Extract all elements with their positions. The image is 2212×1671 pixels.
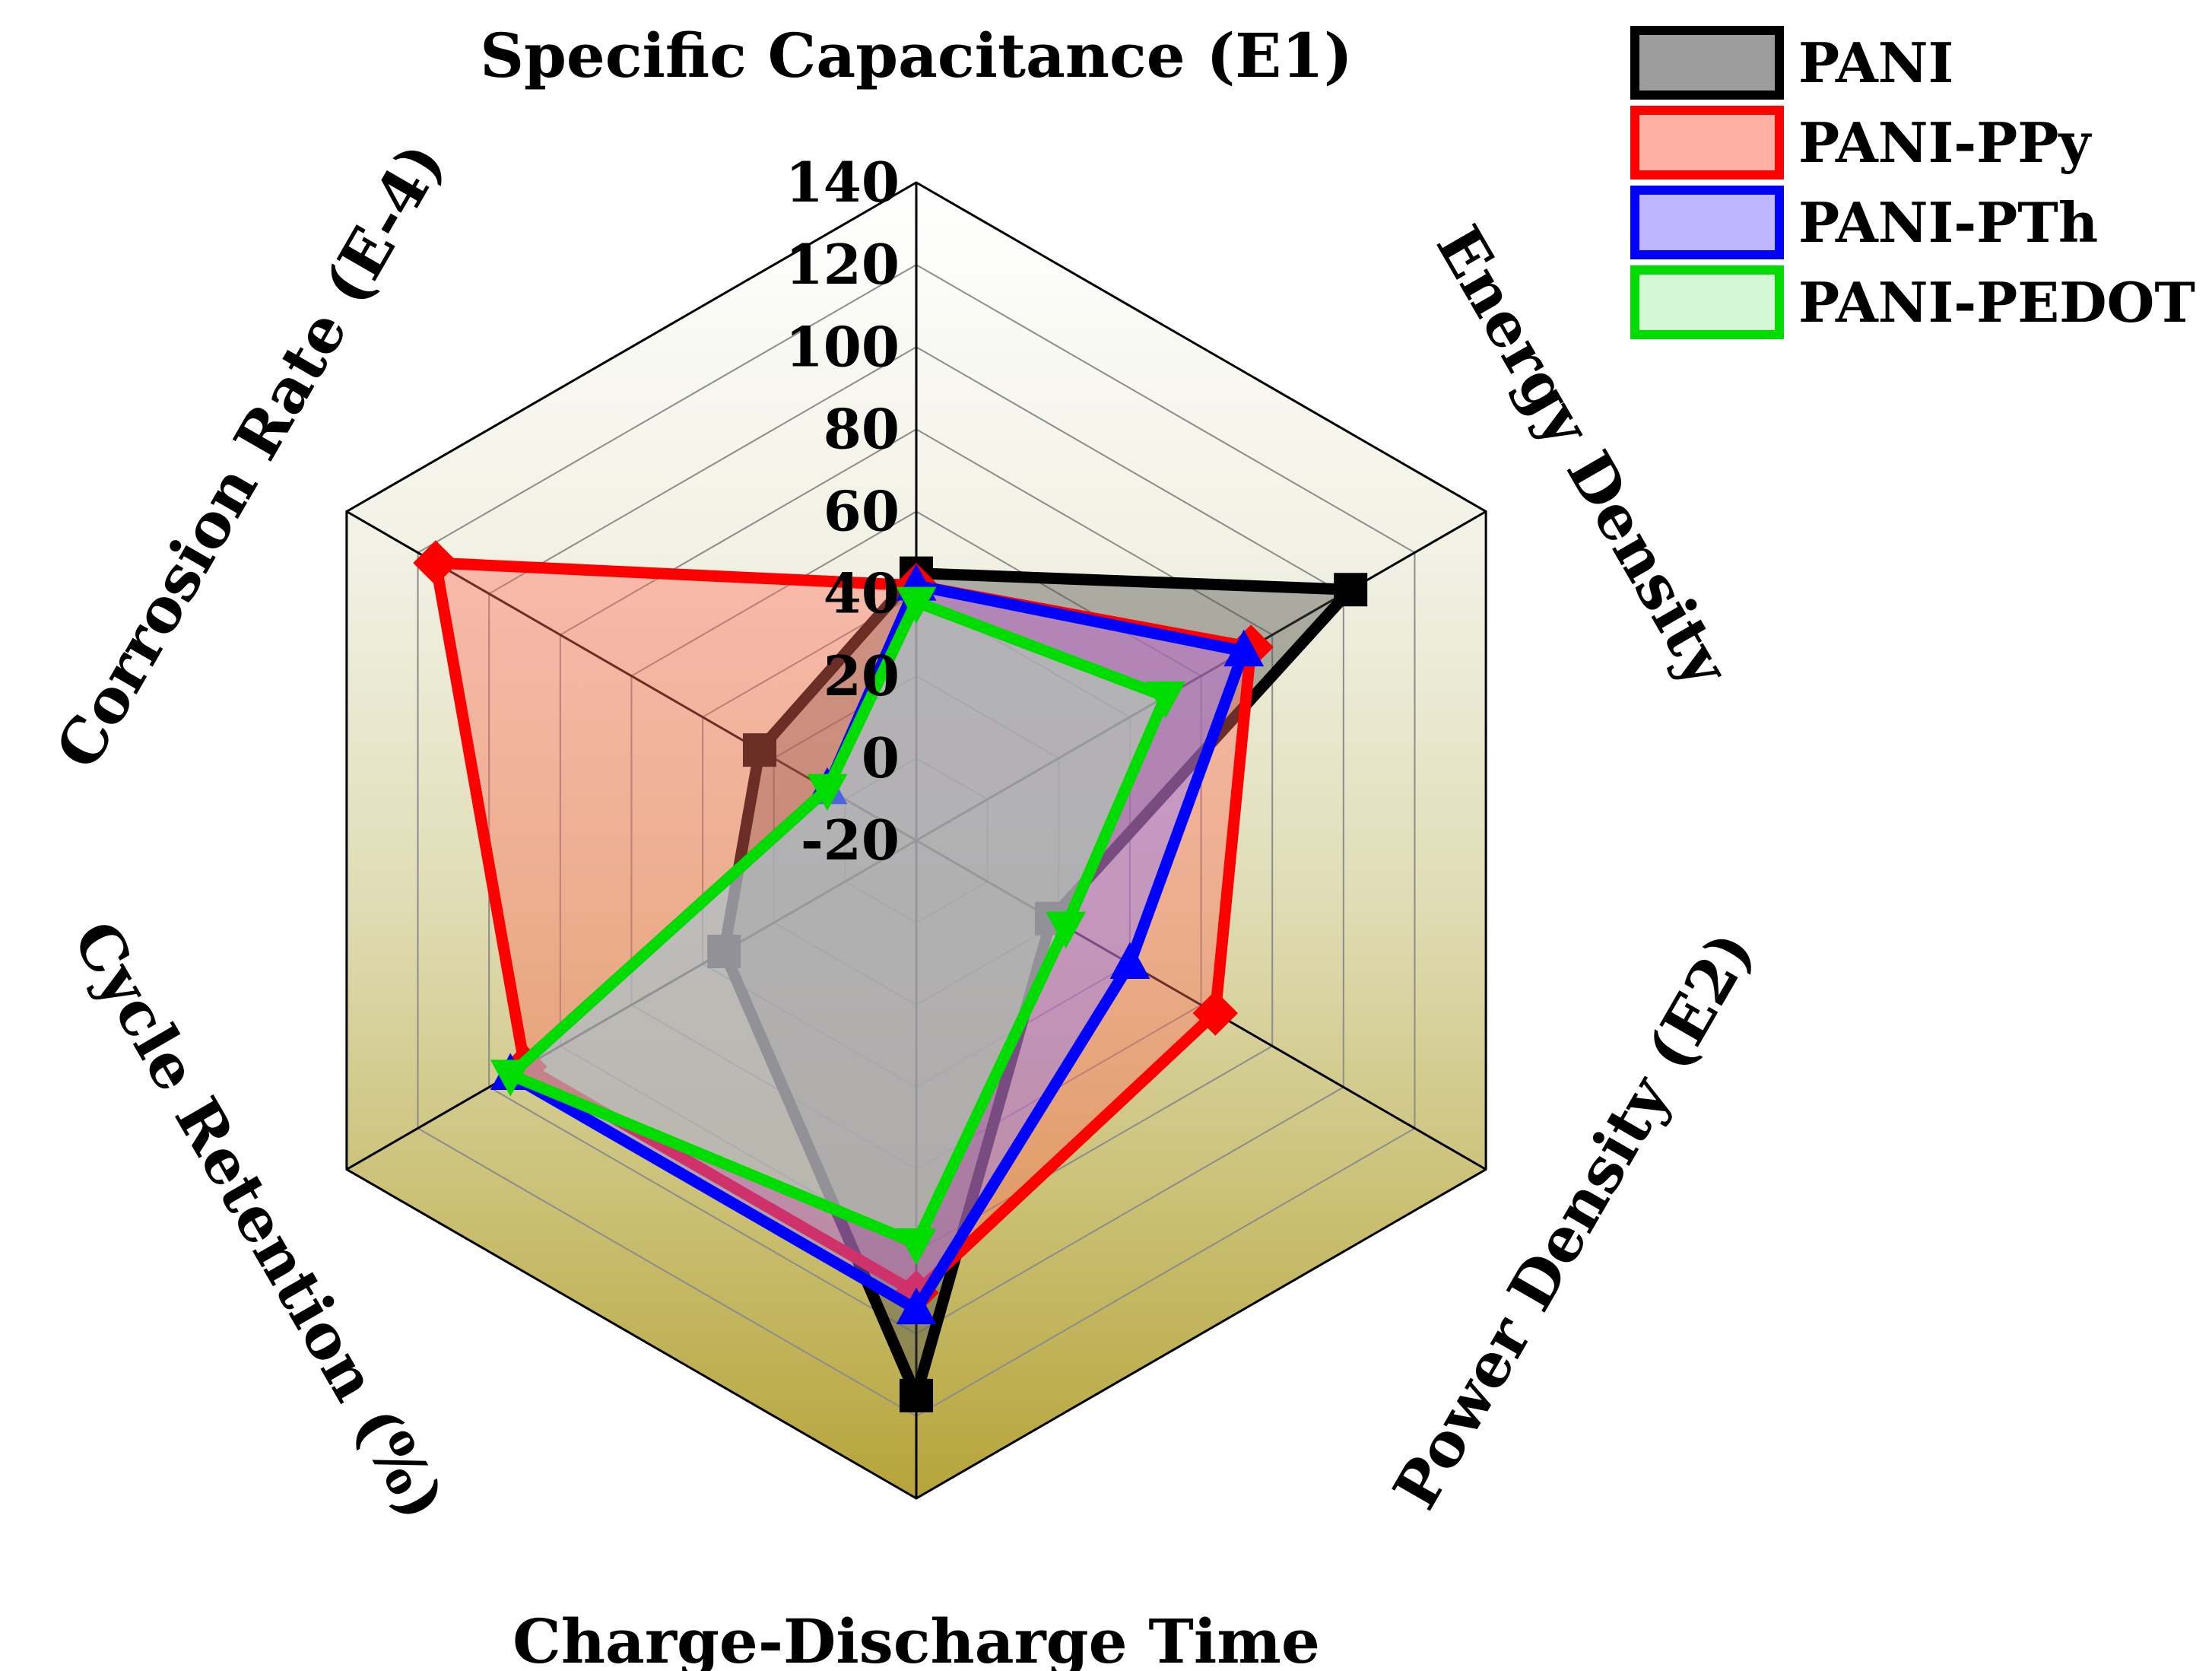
legend-label-0: PANI (1798, 30, 1953, 95)
data-point-3-1 (1145, 681, 1186, 719)
data-point-1-2 (1192, 990, 1238, 1036)
legend-swatch-0 (1630, 26, 1784, 100)
axis-title-3: Charge-Discharge Time (513, 1606, 1320, 1671)
tick-label: 120 (785, 232, 900, 297)
tick-label: 60 (824, 479, 900, 544)
data-point-3-0 (896, 586, 937, 624)
legend-swatch-3 (1630, 265, 1784, 339)
data-series (413, 540, 1368, 1413)
legend-swatch-1 (1630, 106, 1784, 179)
legend-swatch-2 (1630, 186, 1784, 259)
data-point-3-2 (1046, 911, 1087, 949)
legend: PANI PANI-PPy PANI-PTh PANI-PEDOT (1630, 26, 2195, 339)
legend-label-3: PANI-PEDOT (1798, 270, 2195, 335)
data-point-0-4 (707, 934, 741, 968)
legend-label-2: PANI-PTh (1798, 190, 2098, 255)
data-point-1-5 (413, 540, 459, 586)
tick-label: 20 (824, 643, 900, 708)
axis-spoke-1 (916, 510, 1487, 842)
data-point-3-5 (807, 774, 848, 812)
tick-label: 100 (785, 314, 900, 379)
data-point-0-5 (742, 733, 776, 767)
data-point-2-3 (896, 1287, 937, 1325)
tick-label: -20 (801, 808, 900, 872)
data-point-3-4 (490, 1059, 531, 1097)
data-point-0-3 (900, 1378, 933, 1412)
tick-label: 140 (785, 150, 900, 214)
tick-label: 80 (824, 396, 900, 461)
axis-spoke-4 (346, 839, 917, 1171)
axis-title-0: Specific Capacitance (E1) (480, 20, 1353, 91)
data-point-3-3 (896, 1228, 937, 1266)
data-point-2-2 (1109, 942, 1150, 979)
radial-tick-labels: -20 0 20 40 60 80 100 120 140 (785, 150, 900, 872)
legend-label-1: PANI-PPy (1798, 110, 2092, 175)
series-PANI-PEDOT (490, 586, 1186, 1266)
tick-label: 40 (824, 561, 900, 626)
data-point-0-1 (1334, 573, 1368, 607)
data-point-2-1 (1223, 629, 1265, 667)
tick-label: 0 (862, 726, 900, 790)
